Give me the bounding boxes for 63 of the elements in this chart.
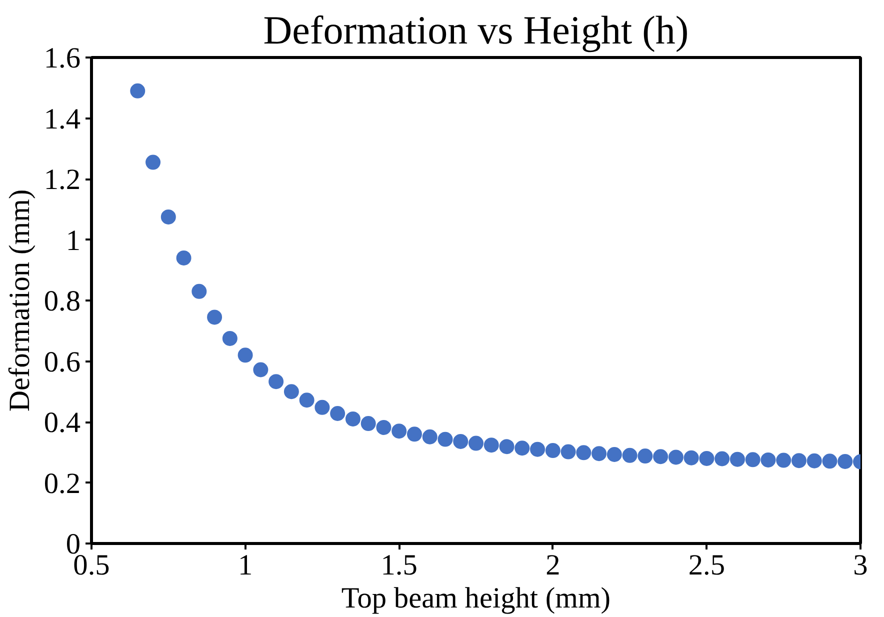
- point: [606, 447, 622, 462]
- y-axis-title: Deformation (mm): [4, 189, 36, 412]
- point: [714, 451, 730, 466]
- point: [345, 411, 360, 426]
- y-tick-label: 1.2: [44, 164, 81, 196]
- point: [653, 449, 668, 464]
- y-tick-label: 0.2: [44, 468, 81, 500]
- point: [160, 209, 176, 224]
- point: [760, 452, 776, 468]
- point: [530, 442, 546, 457]
- point: [422, 429, 438, 444]
- point: [392, 424, 407, 439]
- x-tick-label: 2: [546, 550, 560, 582]
- point: [238, 348, 253, 363]
- point: [745, 452, 760, 468]
- point: [545, 443, 560, 458]
- point: [330, 406, 346, 421]
- x-tick-label: 3: [853, 550, 868, 582]
- point: [360, 416, 376, 432]
- point: [284, 384, 299, 400]
- point: [791, 453, 806, 468]
- y-tick-label: 1: [66, 224, 81, 257]
- point: [299, 392, 314, 408]
- x-tick-label: 1: [238, 550, 253, 582]
- point: [268, 374, 284, 390]
- point: [730, 452, 745, 467]
- point: [576, 445, 592, 460]
- point: [314, 400, 330, 415]
- y-tick-label: 0.8: [44, 286, 81, 318]
- point: [668, 450, 684, 465]
- point: [438, 432, 453, 447]
- y-tick-label: 0.6: [44, 346, 81, 378]
- point: [468, 436, 484, 451]
- point: [838, 454, 853, 469]
- y-tick-label: 0.4: [44, 407, 81, 439]
- point: [776, 452, 792, 468]
- point: [484, 438, 499, 453]
- point: [622, 448, 638, 463]
- point: [560, 444, 576, 460]
- point: [514, 440, 530, 456]
- point: [453, 434, 468, 449]
- x-axis-title: Top beam height (mm): [341, 582, 611, 614]
- chart-title: Deformation vs Height (h): [263, 8, 689, 52]
- y-tick-label: 1.4: [44, 103, 81, 136]
- x-tick-label: 2.5: [688, 550, 726, 582]
- point: [176, 250, 192, 266]
- point: [806, 453, 822, 468]
- point: [376, 420, 392, 435]
- x-tick-label: 1.5: [380, 550, 418, 582]
- point: [222, 330, 238, 346]
- point: [192, 284, 207, 299]
- point: [592, 446, 607, 462]
- point: [638, 448, 653, 464]
- point: [822, 454, 838, 469]
- point: [699, 450, 714, 466]
- point: [130, 83, 146, 98]
- y-tick-label: 1.6: [44, 42, 81, 74]
- point: [253, 362, 268, 378]
- point: [406, 426, 422, 442]
- point: [684, 450, 699, 466]
- point: [499, 439, 514, 454]
- point: [146, 154, 161, 170]
- point: [207, 310, 222, 325]
